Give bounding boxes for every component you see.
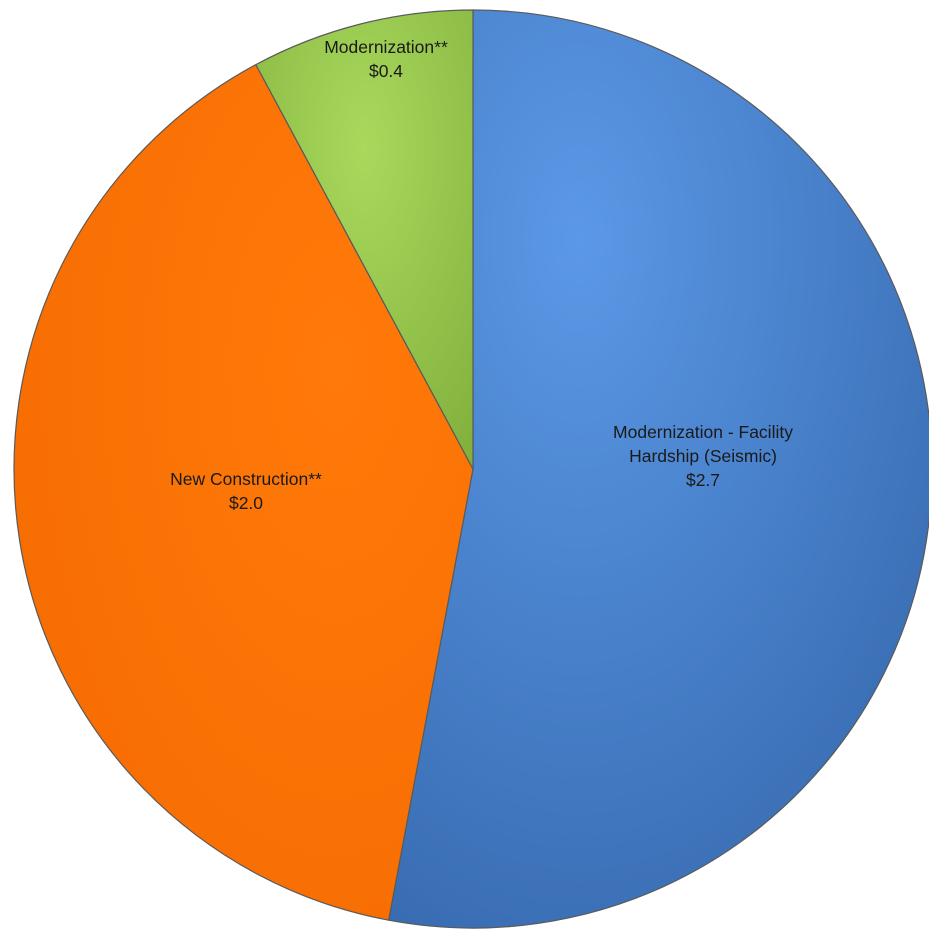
pie-slices (13, 9, 929, 929)
slice-value-label: $2.0 (229, 493, 263, 513)
slice-value-label: $2.7 (686, 470, 720, 490)
slice-category-label: New Construction** (170, 469, 322, 489)
pie-slice (13, 64, 474, 921)
slice-category-label: Modernization - Facility (613, 422, 793, 442)
slice-value-label: $0.4 (369, 61, 403, 81)
slice-category-label: Hardship (Seismic) (629, 446, 777, 466)
slice-label: Modernization** $0.4 (324, 37, 448, 81)
slice-label: Modernization - Facility Hardship (Seismi… (613, 422, 793, 490)
slice-category-label: Modernization** (324, 37, 448, 57)
pie-slice (255, 9, 474, 470)
pie-labels: Modernization - Facility Hardship (Seismi… (170, 37, 793, 513)
slice-label: New Construction** $2.0 (170, 469, 322, 513)
pie-slice (388, 9, 929, 929)
